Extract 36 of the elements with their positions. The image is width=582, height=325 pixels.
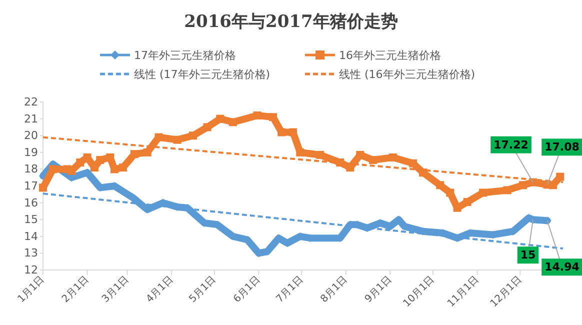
y-tick-label: 14 <box>24 230 38 243</box>
x-tick-label: 3月1日 <box>100 274 132 306</box>
x-tick-label: 12月1日 <box>488 274 524 310</box>
legend-label: 17年外三元生猪价格 <box>134 49 236 62</box>
annotation: 15 <box>517 219 539 264</box>
annotation: 15 <box>520 248 536 262</box>
y-tick-label: 19 <box>24 146 38 159</box>
x-tick-label: 11月1日 <box>446 274 482 310</box>
y-tick-label: 15 <box>24 213 38 226</box>
x-tick-label: 4月1日 <box>144 274 176 306</box>
x-tick-label: 6月1日 <box>232 274 263 306</box>
y-tick-label: 21 <box>24 112 38 126</box>
x-tick-label: 5月1日 <box>187 274 218 306</box>
y-tick-label: 13 <box>24 246 38 260</box>
legend-label: 线性 (17年外三元生猪价格) <box>134 68 270 81</box>
annotation: 17.08 <box>544 140 580 154</box>
y-tick-label: 17 <box>24 180 38 192</box>
y-tick-label: 22 <box>24 96 38 108</box>
annotation: 14.94 <box>542 220 582 276</box>
x-tick-label: 9月1日 <box>363 274 394 306</box>
title: 2016年与2017年猪价走势 <box>184 12 398 32</box>
annotation: 17.22 <box>494 138 528 152</box>
x-tick-label: 10月1日 <box>401 274 437 310</box>
annotation: 14.94 <box>544 260 580 274</box>
y-tick-label: 12 <box>24 264 38 276</box>
x-tick-label: 2月1日 <box>60 274 92 306</box>
x-tick-label: 1月1日 <box>16 274 47 306</box>
legend-label: 16年外三元生猪价格 <box>339 49 441 62</box>
annotation: 17.22 <box>490 136 534 183</box>
y-tick-label: 18 <box>24 162 38 176</box>
x-tick-label: 7月1日 <box>274 274 306 306</box>
y-tick-label: 20 <box>24 129 38 142</box>
x-tick-label: 8月1日 <box>318 274 350 306</box>
annotation: 17.08 <box>542 138 582 186</box>
y-tick-label: 16 <box>24 196 38 210</box>
legend-label: 线性 (16年外三元生猪价格) <box>339 68 476 81</box>
